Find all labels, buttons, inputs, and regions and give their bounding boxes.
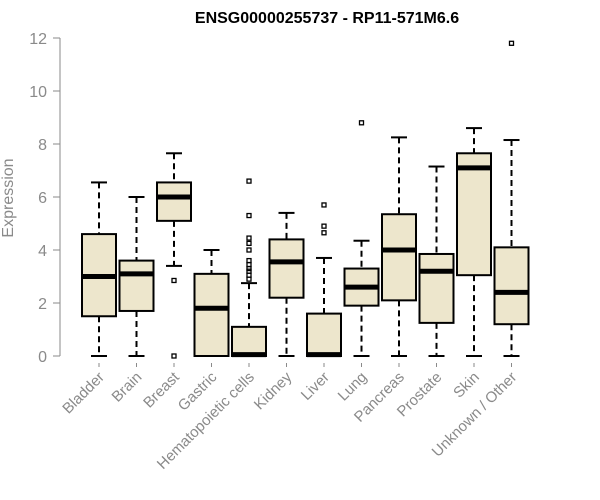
outlier-point	[246, 247, 252, 253]
y-axis-label: Expression	[0, 158, 17, 237]
iqr-box	[418, 252, 455, 324]
outlier-point	[321, 230, 327, 236]
outlier-point	[246, 240, 252, 247]
box-2	[156, 152, 192, 359]
outlier-point	[246, 268, 252, 274]
box-10	[456, 127, 492, 357]
y-tick-label: 8	[38, 137, 47, 154]
box-5	[268, 211, 305, 357]
outlier-point	[171, 277, 177, 284]
iqr-box	[156, 181, 192, 222]
iqr-box	[381, 213, 417, 302]
box-8	[381, 136, 417, 357]
iqr-box	[493, 246, 530, 326]
outlier-point	[321, 202, 327, 208]
iqr-box	[193, 272, 230, 358]
boxes-group	[81, 40, 530, 359]
y-tick-label: 0	[38, 349, 47, 366]
iqr-box	[268, 238, 305, 299]
iqr-box	[456, 152, 492, 277]
category-label: Liver	[298, 369, 333, 404]
category-label: Kidney	[251, 368, 296, 413]
box-11	[493, 40, 530, 357]
y-tick-label: 2	[38, 296, 47, 313]
outlier-point	[246, 212, 252, 219]
chart-title: ENSG00000255737 - RP11-571M6.6	[195, 10, 459, 27]
outlier-point	[246, 178, 252, 184]
y-axis: 0 2 4 6 8 10 12	[29, 31, 61, 366]
y-tick-label: 10	[29, 84, 47, 101]
box-7	[343, 120, 380, 357]
box-1	[118, 196, 155, 357]
box-6	[306, 202, 342, 358]
y-tick-label: 12	[29, 31, 47, 48]
box-9	[418, 165, 455, 357]
box-3	[193, 249, 230, 358]
outlier-point	[321, 223, 327, 229]
outlier-point	[508, 40, 515, 46]
outlier-point	[246, 235, 252, 241]
box-4	[231, 178, 267, 358]
box-0	[81, 181, 117, 357]
outlier-point	[171, 353, 177, 359]
category-label: Skin	[450, 369, 483, 402]
iqr-box	[118, 259, 155, 312]
y-tick-label: 4	[38, 243, 47, 260]
iqr-box	[306, 312, 342, 358]
category-label: Bladder	[59, 369, 108, 418]
outlier-point	[358, 120, 365, 126]
outlier-point	[246, 257, 252, 264]
y-tick-label: 6	[38, 190, 47, 207]
iqr-box	[231, 325, 267, 358]
